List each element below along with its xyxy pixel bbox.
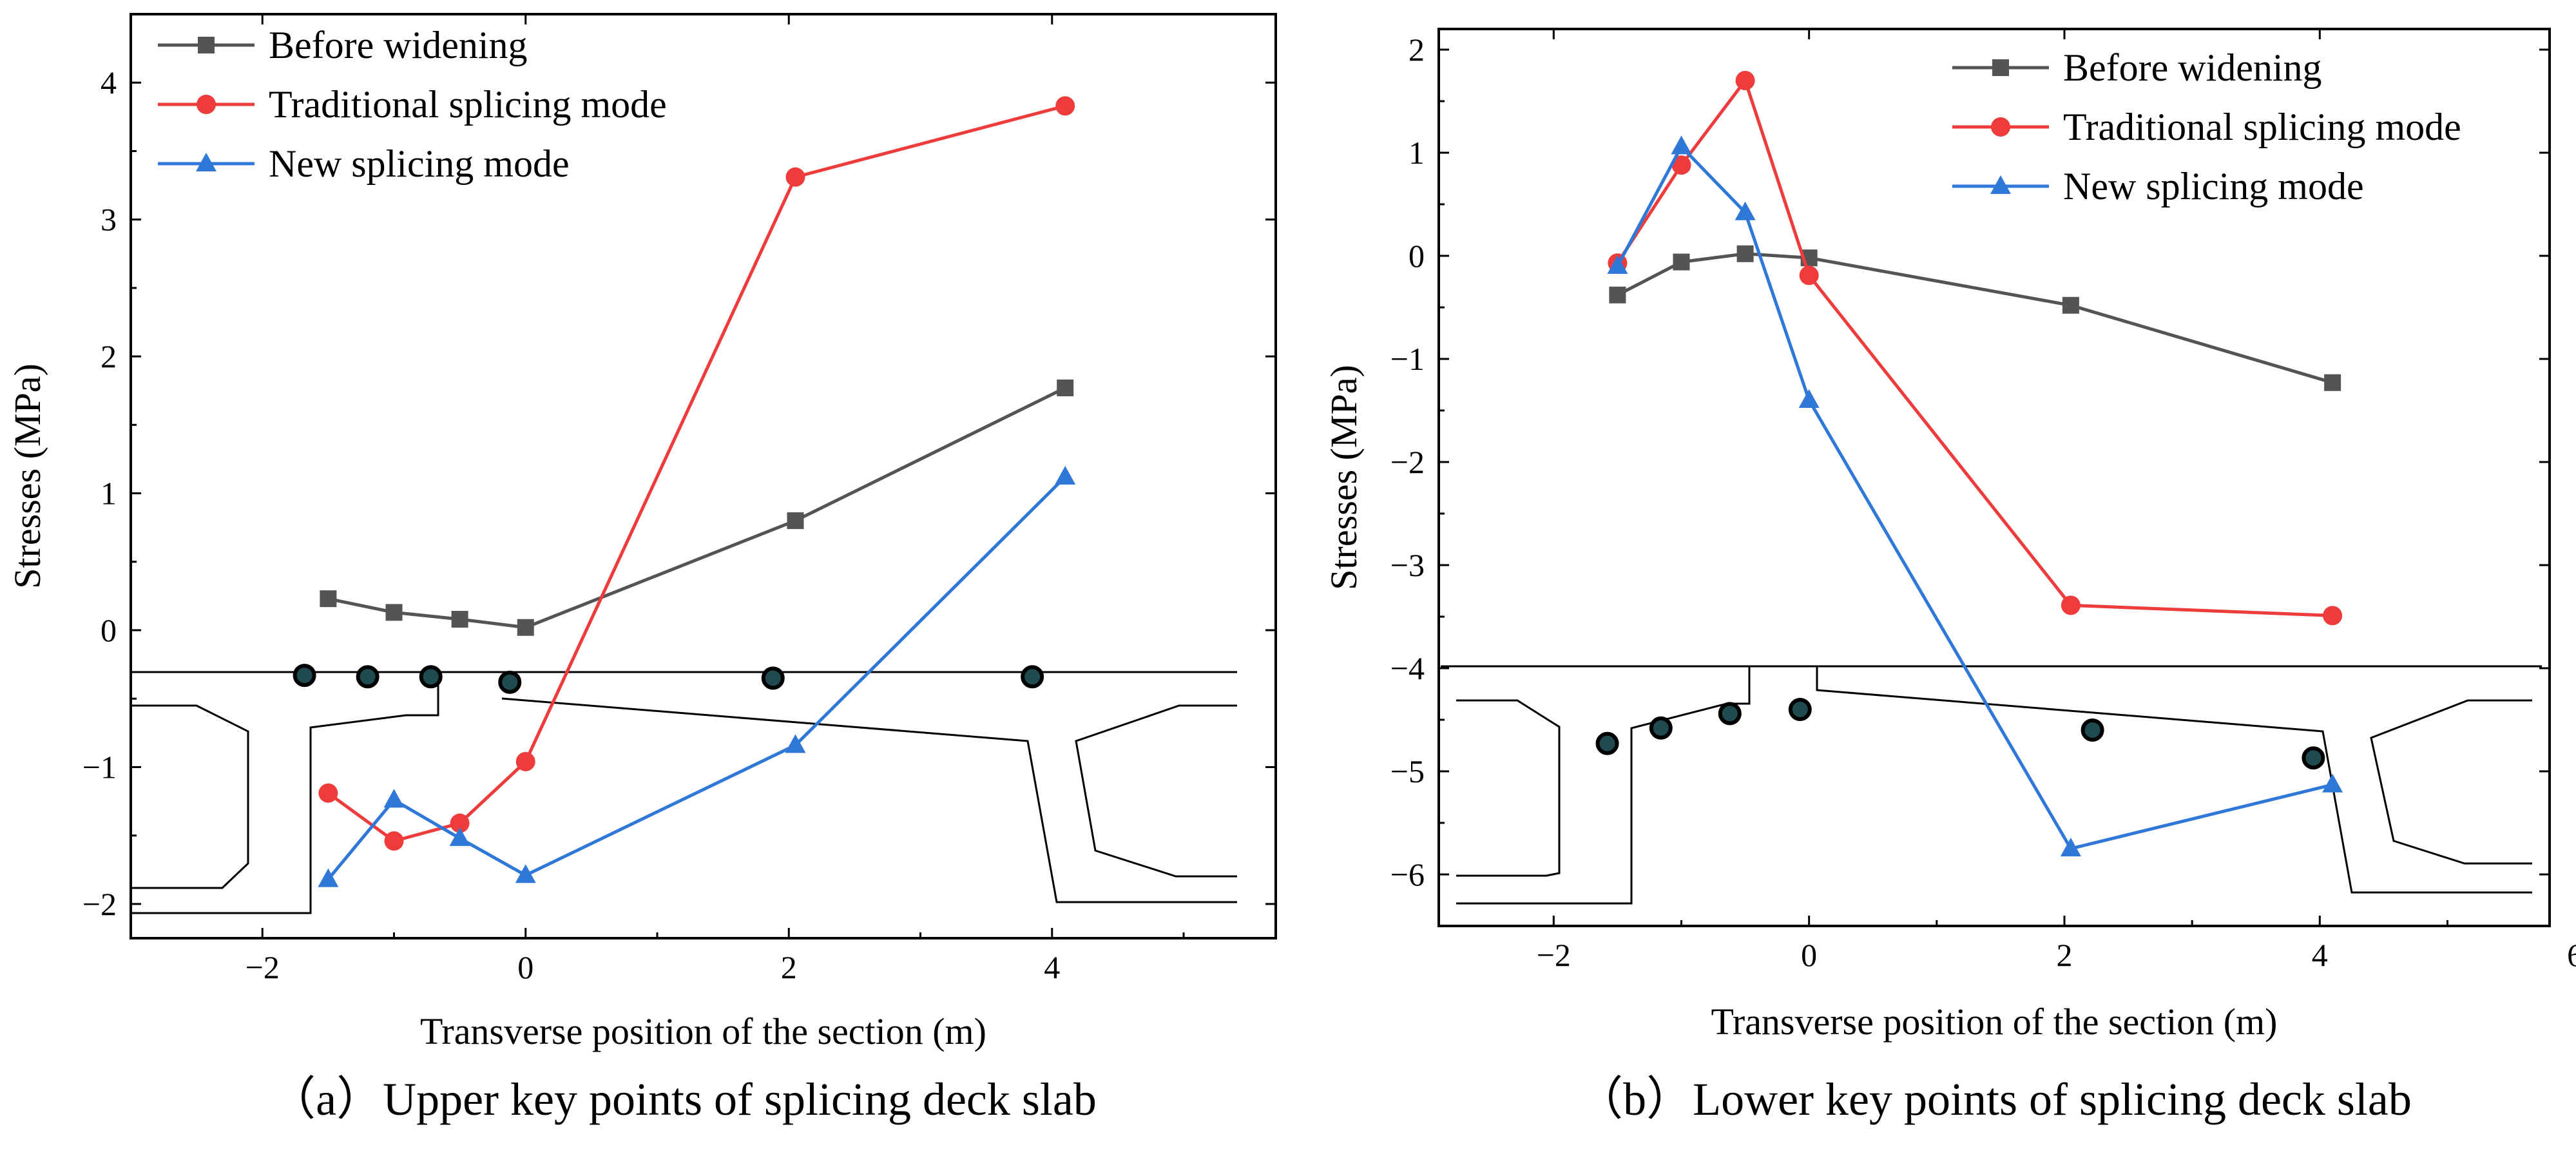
key-point-marker — [421, 667, 441, 686]
key-point-marker — [358, 667, 378, 686]
panel-a: −2 0 2 4 −2 −1 0 1 2 3 4 Transverse position of the… — [6, 14, 1276, 1125]
legend-label-new-splicing-mode: New splicing mode — [2063, 165, 2364, 207]
y-tick-label: 3 — [101, 202, 117, 238]
legend-label-before-widening: Before widening — [2063, 46, 2322, 89]
legend-marker-before-widening — [198, 37, 215, 53]
series-line-before-widening — [328, 388, 1065, 628]
y-tick-label: −2 — [82, 886, 117, 922]
y-tick-label: 2 — [1408, 32, 1425, 68]
data-point-before-widening — [787, 512, 803, 529]
x-tick-label: 0 — [1801, 937, 1817, 973]
x-tick-label: 2 — [781, 949, 797, 985]
data-point-traditional-splicing-mode — [785, 168, 805, 187]
y-tick-label: 1 — [101, 476, 117, 512]
data-point-before-widening — [2062, 297, 2079, 314]
data-point-traditional-splicing-mode — [318, 784, 338, 803]
x-tick-label: −2 — [1537, 937, 1571, 973]
x-tick-label: 2 — [2056, 937, 2072, 973]
y-tick-label: 1 — [1408, 135, 1425, 171]
x-tick-label: 0 — [517, 949, 533, 985]
key-point-marker — [1023, 667, 1042, 686]
y-tick-label: −1 — [1390, 341, 1425, 377]
data-point-traditional-splicing-mode — [1055, 96, 1075, 115]
section-outline — [1817, 666, 2532, 892]
y-tick-label: 0 — [101, 612, 117, 648]
data-point-before-widening — [2324, 374, 2341, 391]
section-outline — [1076, 706, 1237, 876]
y-tick-label: 0 — [1408, 238, 1425, 274]
y-tick-label: −2 — [1390, 444, 1425, 480]
series-line-traditional-splicing-mode — [1617, 81, 2332, 615]
data-point-traditional-splicing-mode — [1800, 265, 1819, 285]
data-point-before-widening — [386, 604, 403, 621]
data-point-before-widening — [452, 611, 468, 628]
figure-caption: （a）Upper key points of splicing deck sla… — [269, 1074, 1097, 1125]
legend-marker-before-widening — [1992, 59, 2009, 76]
section-outline — [1456, 666, 1749, 903]
key-point-marker — [295, 666, 314, 685]
data-point-traditional-splicing-mode — [2061, 595, 2081, 615]
data-point-before-widening — [1609, 287, 1626, 303]
panel-b: −2 0 2 4 6 −6 −5 −4 −3 −2 −1 0 1 2 Transverse position… — [1323, 29, 2576, 1125]
legend-label-traditional-splicing-mode: Traditional splicing mode — [269, 83, 667, 126]
key-point-marker — [1598, 734, 1617, 753]
legend-label-traditional-splicing-mode: Traditional splicing mode — [2063, 106, 2461, 148]
x-axis-label: Transverse position of the section (m) — [1711, 1001, 2277, 1043]
x-tick-label: −2 — [245, 949, 280, 985]
data-point-new-splicing-mode — [384, 789, 405, 807]
legend-marker-traditional-splicing-mode — [197, 95, 216, 114]
key-point-marker — [2083, 720, 2102, 740]
series-line-before-widening — [1617, 254, 2332, 383]
key-point-marker — [1651, 718, 1671, 738]
series-line-traditional-splicing-mode — [328, 106, 1065, 841]
y-tick-label: −4 — [1390, 650, 1425, 686]
y-tick-label: −5 — [1390, 753, 1425, 789]
section-outline — [2371, 700, 2532, 863]
data-point-new-splicing-mode — [1799, 389, 1820, 408]
data-point-before-widening — [1737, 246, 1754, 262]
series-line-new-splicing-mode — [1617, 146, 2332, 849]
section-outline — [1456, 700, 1559, 876]
legend-label-before-widening: Before widening — [269, 24, 528, 66]
data-point-before-widening — [517, 619, 534, 636]
y-axis-label: Stresses (MPa) — [6, 363, 48, 589]
data-point-before-widening — [1673, 254, 1690, 271]
x-tick-label: 4 — [2312, 937, 2328, 973]
data-point-before-widening — [320, 590, 336, 607]
key-point-marker — [500, 673, 519, 692]
data-point-traditional-splicing-mode — [2323, 606, 2342, 625]
data-point-new-splicing-mode — [515, 864, 536, 883]
data-point-new-splicing-mode — [1671, 135, 1692, 154]
y-tick-label: −6 — [1390, 856, 1425, 892]
figure: −2 0 2 4 −2 −1 0 1 2 3 4 Transverse position of the… — [0, 0, 2576, 1156]
y-tick-label: 4 — [101, 64, 117, 101]
y-tick-label: −1 — [82, 749, 117, 785]
x-axis-label: Transverse position of the section (m) — [420, 1010, 986, 1052]
data-point-new-splicing-mode — [450, 827, 470, 846]
key-point-marker — [1720, 704, 1740, 723]
data-point-new-splicing-mode — [2322, 774, 2343, 793]
data-point-before-widening — [1057, 380, 1073, 396]
figure-caption: （b）Lower key points of splicing deck sla… — [1577, 1074, 2412, 1125]
section-outline — [502, 698, 1237, 902]
data-point-traditional-splicing-mode — [385, 831, 404, 851]
data-point-traditional-splicing-mode — [1736, 71, 1755, 90]
key-point-marker — [2303, 748, 2323, 767]
section-outline — [132, 706, 248, 888]
legend-label-new-splicing-mode: New splicing mode — [269, 142, 570, 185]
data-point-new-splicing-mode — [1055, 466, 1075, 485]
y-tick-label: −3 — [1390, 547, 1425, 583]
legend-marker-traditional-splicing-mode — [1991, 117, 2010, 137]
x-tick-label: 6 — [2567, 937, 2576, 973]
y-axis-label: Stresses (MPa) — [1323, 365, 1365, 590]
data-point-traditional-splicing-mode — [516, 752, 535, 771]
x-tick-label: 4 — [1044, 949, 1060, 985]
key-point-marker — [764, 668, 783, 688]
y-tick-label: 2 — [101, 338, 117, 374]
key-point-marker — [1791, 700, 1810, 719]
